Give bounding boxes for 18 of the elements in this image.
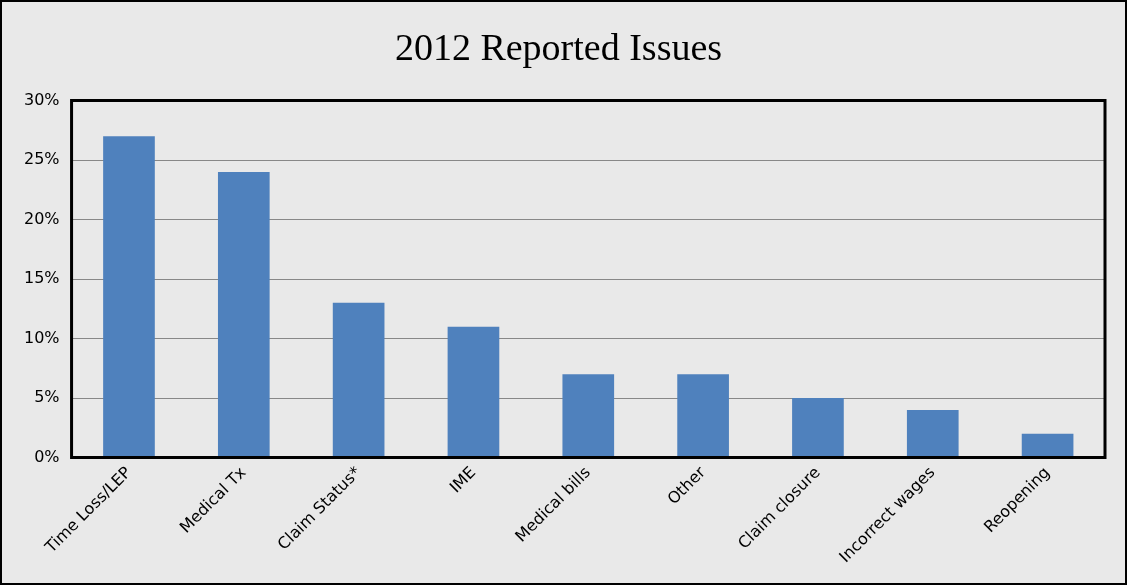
bar xyxy=(1021,433,1074,457)
bar xyxy=(103,136,155,457)
y-tick-label: 10% xyxy=(24,327,60,347)
y-tick-label: 15% xyxy=(24,268,60,288)
bar xyxy=(677,374,729,457)
y-tick-label: 5% xyxy=(34,387,60,407)
bar xyxy=(562,374,615,457)
x-tick-label: IME xyxy=(445,462,480,497)
bar xyxy=(332,302,385,457)
chart-title: 2012 Reported Issues xyxy=(394,25,723,68)
y-tick-label: 0% xyxy=(34,446,60,466)
y-tick-label: 25% xyxy=(24,149,60,169)
bar xyxy=(792,398,844,457)
y-tick-label: 20% xyxy=(24,208,60,228)
bar xyxy=(906,409,959,457)
bar xyxy=(447,326,500,457)
y-tick-label: 30% xyxy=(24,89,60,109)
bar xyxy=(217,171,270,457)
